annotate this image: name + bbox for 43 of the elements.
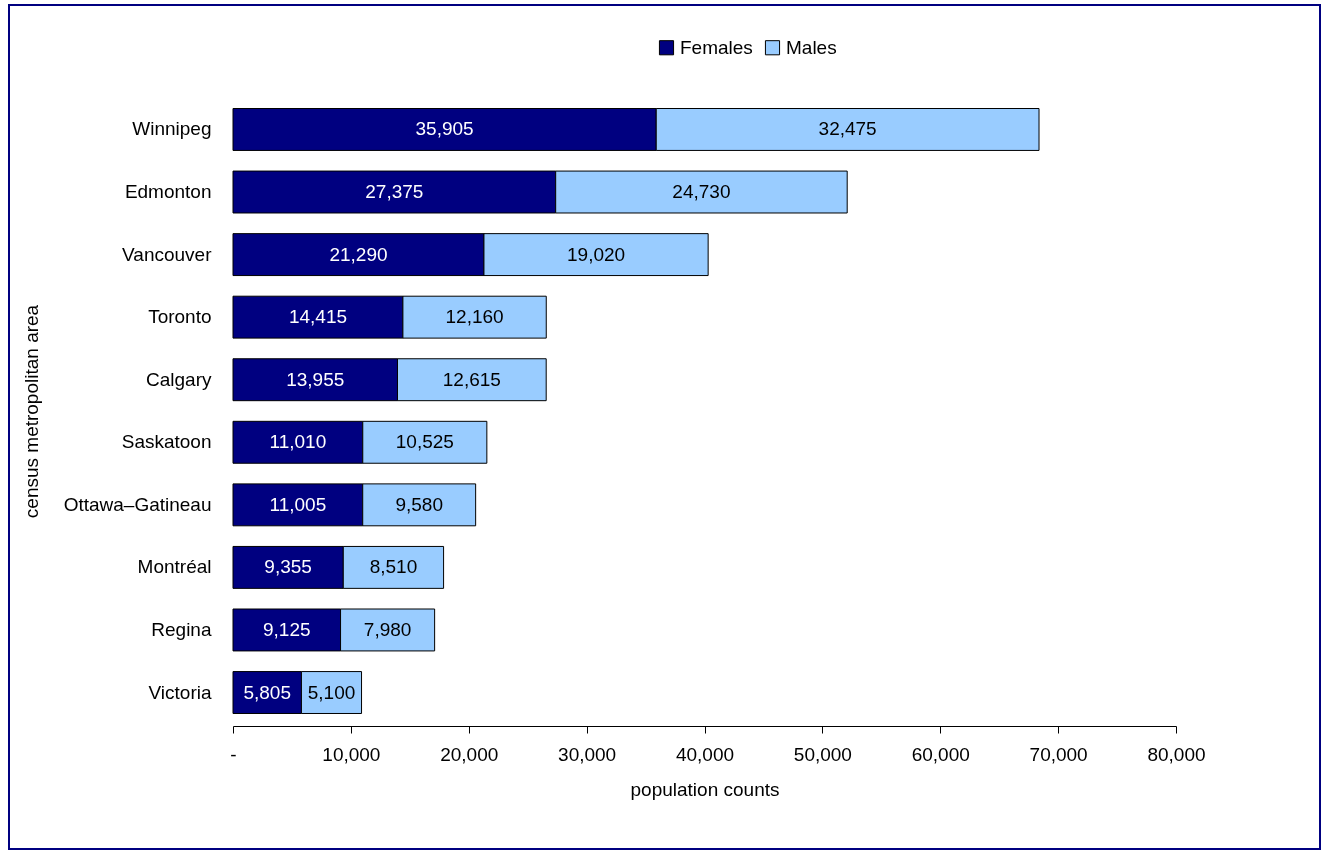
x-axis-title: population counts: [630, 778, 780, 800]
y-tick-label: Winnipeg: [132, 118, 212, 140]
data-label: 7,980: [363, 618, 412, 640]
x-tick-label: -: [230, 743, 237, 765]
y-tick-label: Regina: [151, 618, 212, 640]
data-label: 14,415: [288, 306, 348, 328]
y-tick-label: Edmonton: [124, 181, 212, 203]
data-label: 11,005: [269, 493, 327, 515]
y-tick-label: Calgary: [146, 368, 212, 390]
x-tick-label: 60,000: [911, 743, 970, 765]
x-tick-label: 20,000: [440, 743, 499, 765]
data-label: 5,805: [243, 681, 291, 703]
data-label: 12,615: [442, 368, 501, 390]
data-label: 11,010: [269, 431, 327, 453]
x-tick-label: 10,000: [322, 743, 381, 765]
x-tick-label: 30,000: [558, 743, 617, 765]
data-label: 35,905: [415, 118, 474, 140]
data-label: 9,580: [395, 493, 443, 515]
y-tick-label: Toronto: [148, 306, 212, 328]
y-tick-label: Victoria: [148, 681, 212, 703]
data-label: 5,100: [307, 681, 356, 703]
data-label: 10,525: [395, 431, 454, 453]
data-label: 19,020: [566, 243, 626, 265]
y-tick-label: Saskatoon: [121, 431, 212, 453]
data-label: 21,290: [329, 243, 388, 265]
data-label: 27,375: [365, 181, 424, 203]
y-axis-title: census metropolitan area: [20, 304, 42, 519]
y-tick-label: Montréal: [137, 556, 212, 578]
data-label: 8,510: [369, 556, 418, 578]
y-tick-label: Vancouver: [122, 243, 213, 265]
x-tick-label: 80,000: [1147, 743, 1206, 765]
data-label: 24,730: [672, 181, 731, 203]
data-label: 32,475: [818, 118, 877, 140]
x-tick-label: 70,000: [1029, 743, 1088, 765]
legend-label: Females: [680, 36, 753, 58]
data-label: 12,160: [445, 306, 504, 328]
data-label: 9,125: [263, 618, 311, 640]
data-label: 9,355: [264, 556, 312, 578]
data-label: 13,955: [286, 368, 345, 390]
legend-label: Males: [786, 36, 837, 58]
x-tick-label: 40,000: [675, 743, 735, 765]
y-tick-label: Ottawa–Gatineau: [63, 493, 212, 515]
x-tick-label: 50,000: [793, 743, 852, 765]
